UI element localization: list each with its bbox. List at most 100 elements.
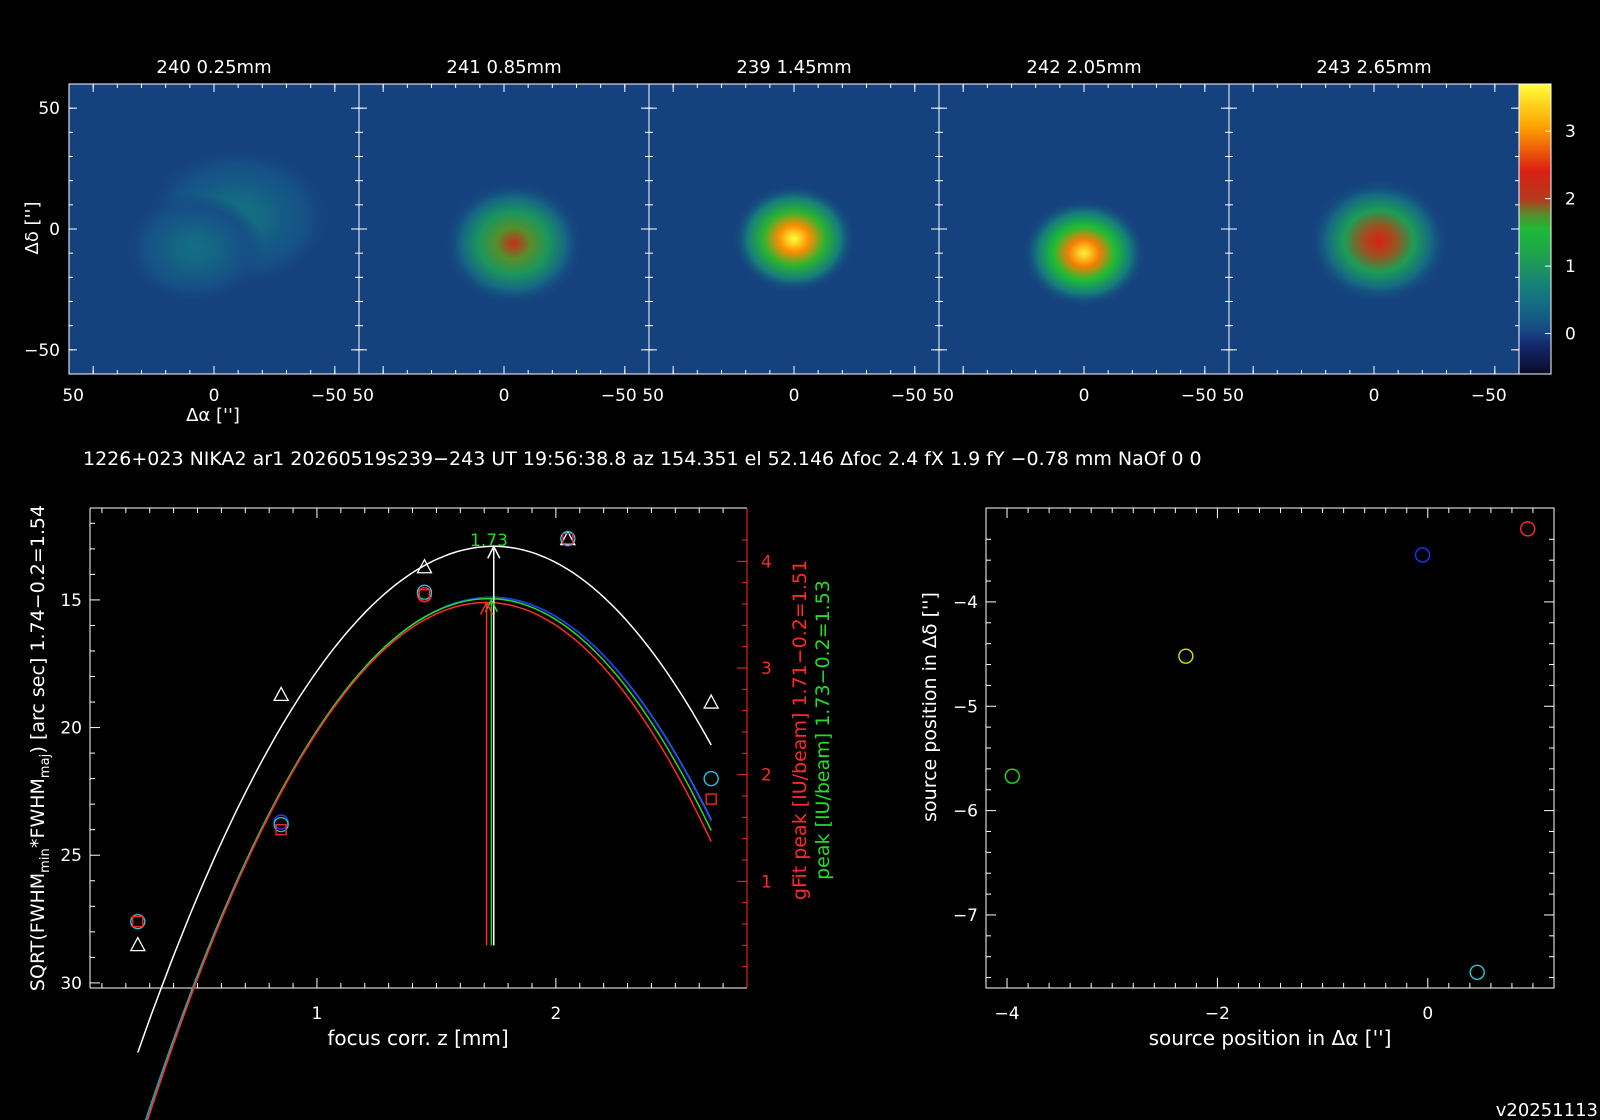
map-x-tick-label: −50 (601, 386, 637, 406)
map-axes: Δα [''] Δδ [''] (22, 202, 240, 427)
y-axis-label-part: SQRT(FWHM (27, 873, 49, 991)
arrow-head (479, 600, 494, 615)
map-panel-title: 240 0.25mm (156, 57, 271, 78)
colorbar-tick-label: 3 (1565, 122, 1576, 142)
map-panel: 50 0 −50 239 1.45mm (642, 57, 940, 406)
data-point-triangle (416, 558, 433, 574)
map-panel: 50 0 −50 243 2.65mm (1222, 57, 1520, 406)
y-axis-label-part: maj (38, 754, 53, 778)
position-point-cyan (1469, 964, 1485, 981)
map-x-tick-label: 0 (789, 386, 800, 406)
fit-curve-red (146, 601, 712, 1120)
data-point-square (562, 532, 574, 545)
focus-right-tick-label: 2 (761, 766, 772, 786)
data-point-circle (703, 770, 719, 787)
source-spot (1022, 199, 1146, 308)
info-line: 1226+023 NIKA2 ar1 20260519s239−243 UT 1… (83, 448, 1202, 470)
map-x-tick-label: 50 (642, 386, 664, 406)
map-x-tick-label: 50 (62, 386, 84, 406)
source-spot (125, 194, 265, 303)
focus-x-tick-label: 1 (312, 1004, 323, 1024)
map-x-tick-label: −50 (1471, 386, 1507, 406)
focus-y-axis-label: SQRT(FWHMmin *FWHMmaj ) [arc sec] 1.74−0… (27, 505, 53, 991)
map-x-tick-label: 0 (1369, 386, 1380, 406)
map-panel: 50 0 −50 242 2.05mm (932, 57, 1230, 406)
data-point-square (132, 915, 144, 928)
y-axis-label-part: ) [arc sec] 1.74−0.2=1.54 (27, 505, 49, 754)
map-x-tick-label: 50 (932, 386, 954, 406)
data-point-square (275, 824, 287, 836)
colorbar-tick-label: 2 (1565, 190, 1576, 210)
position-y-tick-label: −6 (953, 802, 978, 822)
position-x-tick-label: −2 (1205, 1004, 1230, 1024)
map-x-axis-label: Δα [''] (186, 405, 240, 426)
position-point-green (1004, 768, 1020, 784)
position-point-blue (1414, 547, 1431, 563)
map-panels: 50 0 −50 240 0.25mm 50 0 −50 241 0.85mm 50 0 −50 23… (24, 57, 1520, 406)
map-x-tick-label: −50 (1181, 386, 1217, 406)
map-panel: 50 0 −50 241 0.85mm (352, 57, 650, 406)
position-y-tick-label: −7 (953, 906, 978, 926)
position-x-tick-label: 0 (1422, 1004, 1433, 1024)
map-panel-title: 242 2.05mm (1026, 57, 1141, 78)
colorbar-scale (1518, 83, 1552, 375)
fit-curve-white (137, 545, 712, 1053)
map-x-tick-label: 0 (209, 386, 220, 406)
colorbar: 3 2 1 0 (1518, 83, 1576, 375)
peak-axis-label: peak [IU/beam] 1.73−0.2=1.53 (812, 580, 834, 880)
focus-right-tick-label: 1 (761, 872, 772, 892)
data-point-triangle (273, 686, 290, 702)
position-y-axis-label: source position in Δδ [''] (919, 592, 941, 822)
version-label: v20251113 (1496, 1100, 1598, 1120)
position-point-red (1520, 521, 1536, 537)
map-y-tick-label: 50 (38, 99, 60, 119)
gfit-peak-axis-label: gFit peak [IU/beam] 1.71−0.2=1.51 (789, 560, 811, 900)
focus-y-tick-label: 15 (60, 591, 82, 611)
focus-x-axis-label: focus corr. z [mm] (327, 1026, 508, 1050)
y-axis-label-part: min (38, 848, 53, 873)
position-point-yellow (1178, 648, 1194, 664)
data-point-triangle (129, 936, 146, 952)
position-y-tick-label: −4 (953, 593, 978, 613)
data-point-circle (273, 816, 289, 833)
map-x-tick-label: 0 (499, 386, 510, 406)
map-panel-title: 241 0.85mm (446, 57, 561, 78)
colorbar-tick-label: 0 (1565, 325, 1576, 345)
source-spot (732, 184, 856, 293)
map-panel-title: 239 1.45mm (736, 57, 851, 78)
map-x-tick-label: 50 (1222, 386, 1244, 406)
map-x-tick-label: −50 (891, 386, 927, 406)
map-panel-title: 243 2.65mm (1316, 57, 1431, 78)
focus-right-tick-label: 3 (761, 659, 772, 679)
source-spot (444, 181, 584, 306)
focus-x-tick-label: 2 (550, 1004, 561, 1024)
data-point-square (705, 793, 717, 805)
position-x-tick-label: −4 (995, 1004, 1020, 1024)
focus-y-tick-label: 25 (60, 846, 82, 866)
map-panel: 50 0 −50 240 0.25mm (62, 57, 360, 406)
data-point-triangle (703, 693, 720, 709)
source-spot (1309, 179, 1449, 303)
best-focus-label: 1.73 (470, 531, 508, 551)
focus-right-tick-label: 4 (761, 552, 772, 572)
focus-y-tick-label: 30 (60, 974, 82, 994)
map-x-tick-label: 0 (1079, 386, 1090, 406)
data-point-circle (560, 530, 576, 547)
data-point-circle (130, 913, 146, 930)
arrow-head (484, 598, 499, 613)
colorbar-tick-label: 1 (1565, 257, 1576, 277)
map-y-tick-label: −50 (24, 341, 60, 361)
focus-curve-chart: 1 2 15 20 25 30 4 3 2 1 1.73 focus corr. z [mm] SQRT… (27, 505, 834, 1120)
map-y-axis-label: Δδ [''] (22, 202, 43, 255)
data-point-square (418, 589, 431, 601)
data-point-triangle (559, 530, 576, 546)
map-x-tick-label: −50 (311, 386, 347, 406)
arrow-head (487, 544, 501, 559)
source-position-chart: −4 −2 0 −4 −5 −6 −7 source position in Δα [''] s… (919, 507, 1555, 1050)
map-y-tick-label: 0 (49, 220, 60, 240)
position-y-tick-label: −5 (953, 697, 978, 717)
position-x-axis-label: source position in Δα [''] (1149, 1026, 1392, 1050)
map-x-tick-label: 50 (352, 386, 374, 406)
y-axis-label-part: *FWHM (27, 778, 49, 848)
